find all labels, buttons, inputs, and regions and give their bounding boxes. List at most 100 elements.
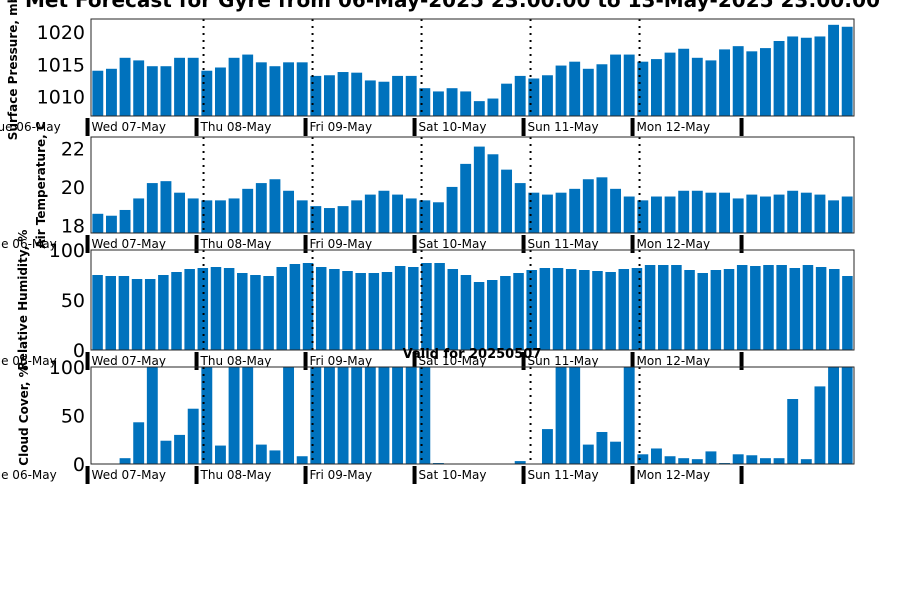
bar-panel4-33 (541, 429, 553, 464)
bar-panel2-23 (405, 198, 417, 233)
bar-panel3-9 (210, 267, 222, 350)
bar-panel4-42 (664, 456, 676, 464)
bar-panel4-14 (283, 367, 295, 464)
bar-panel4-41 (650, 448, 662, 464)
bar-panel4-36 (582, 444, 594, 464)
x-start-label-panel1: Tue 06-May (0, 120, 61, 134)
bar-panel3-7 (184, 269, 195, 350)
bar-panel1-4 (146, 66, 158, 116)
day-label-panel1-3: Sat 10-May (419, 120, 487, 134)
bar-panel2-27 (460, 163, 472, 233)
bar-panel2-36 (582, 179, 594, 233)
bar-panel2-25 (432, 202, 444, 233)
bar-panel4-2 (119, 458, 131, 464)
y-tick-panel3-1: 50 (61, 290, 85, 312)
bar-panel4-5 (160, 440, 172, 464)
bar-panel2-50 (773, 194, 785, 233)
bar-panel4-54 (828, 367, 840, 464)
bar-panel2-18 (337, 206, 349, 233)
bar-panel4-22 (392, 367, 404, 464)
day-label-panel3-3: Sat 10-May (419, 354, 487, 368)
bar-panel1-51 (787, 36, 799, 116)
bar-panel3-51 (763, 265, 774, 350)
bar-panel2-48 (746, 194, 758, 233)
bar-panel3-38 (592, 271, 603, 350)
bar-panel4-53 (814, 386, 826, 464)
bar-panel4-20 (364, 367, 376, 464)
bar-panel4-47 (732, 454, 744, 464)
bar-panel2-40 (637, 200, 649, 233)
bar-panel1-33 (541, 75, 553, 116)
bar-panel2-12 (255, 183, 267, 233)
bar-panel1-7 (187, 57, 199, 116)
bar-panel4-23 (405, 367, 417, 464)
bar-panel4-35 (569, 367, 581, 464)
bar-panel3-50 (750, 266, 761, 350)
y-tick-panel4-0: 0 (73, 454, 85, 476)
bar-panel2-46 (719, 192, 731, 233)
bar-panel3-15 (289, 264, 301, 350)
bar-panel2-42 (664, 196, 676, 233)
valid-for-label: Valid for 20250507 (403, 347, 542, 362)
bar-panel3-4 (144, 279, 156, 350)
bar-panel4-44 (691, 459, 703, 464)
bar-panel1-14 (283, 62, 295, 116)
bar-panel3-31 (500, 276, 511, 350)
bar-panel3-49 (736, 265, 748, 350)
bar-panel4-19 (351, 367, 363, 464)
bar-panel2-29 (487, 154, 499, 233)
bar-panel2-52 (800, 192, 812, 233)
bar-panel2-39 (623, 196, 635, 233)
bar-panel4-52 (800, 459, 812, 464)
y-tick-panel2-1: 20 (61, 177, 85, 199)
bar-panel3-45 (684, 270, 695, 350)
bar-panel1-27 (460, 91, 472, 116)
bar-panel1-19 (351, 72, 363, 116)
bar-panel3-11 (237, 273, 248, 350)
y-tick-panel2-2: 22 (61, 139, 85, 161)
bar-panel2-17 (323, 208, 335, 233)
bar-panel4-9 (214, 445, 226, 464)
bar-panel3-53 (789, 268, 801, 350)
bar-panel4-12 (255, 444, 267, 464)
plot-frame-panel4 (90, 366, 855, 465)
bar-panel3-18 (329, 269, 340, 350)
bar-panel3-12 (250, 275, 261, 350)
day-label-panel1-5: Mon 12-May (637, 120, 711, 134)
plot-frame-panel3 (90, 249, 855, 351)
bar-panel4-40 (637, 454, 649, 464)
bar-panel2-28 (473, 146, 485, 233)
bar-panel1-25 (432, 91, 444, 116)
bar-panel3-10 (223, 268, 235, 350)
bar-panel4-8 (201, 367, 213, 464)
bar-panel2-20 (364, 194, 376, 233)
bar-panel3-55 (815, 267, 827, 350)
bar-panel4-15 (296, 456, 308, 464)
bar-panel3-1 (105, 276, 116, 350)
bar-panel2-35 (569, 188, 581, 233)
bar-panel1-11 (242, 54, 254, 116)
bar-panel1-15 (296, 62, 308, 116)
day-label-panel1-2: Fri 09-May (310, 120, 373, 134)
bar-panel3-32 (513, 273, 524, 350)
bar-panel1-41 (650, 59, 662, 116)
day-label-panel2-4: Sun 11-May (528, 237, 599, 251)
day-label-panel1-0: Wed 07-May (92, 120, 166, 134)
bar-panel3-22 (381, 272, 393, 350)
bar-panel2-16 (310, 206, 322, 233)
bar-panel1-45 (705, 60, 717, 116)
bar-panel1-3 (133, 60, 145, 116)
bar-panel2-32 (528, 192, 540, 233)
bar-panel1-37 (596, 64, 608, 116)
bar-panel1-53 (814, 36, 826, 116)
bar-panel2-47 (732, 198, 744, 233)
bar-panel2-22 (392, 194, 404, 233)
bar-panel2-4 (146, 183, 158, 233)
bar-panel1-22 (392, 75, 404, 116)
bar-panel1-6 (174, 57, 186, 116)
bar-panel1-18 (337, 72, 349, 116)
bar-panel1-49 (759, 48, 771, 116)
bar-panel3-13 (263, 276, 274, 350)
